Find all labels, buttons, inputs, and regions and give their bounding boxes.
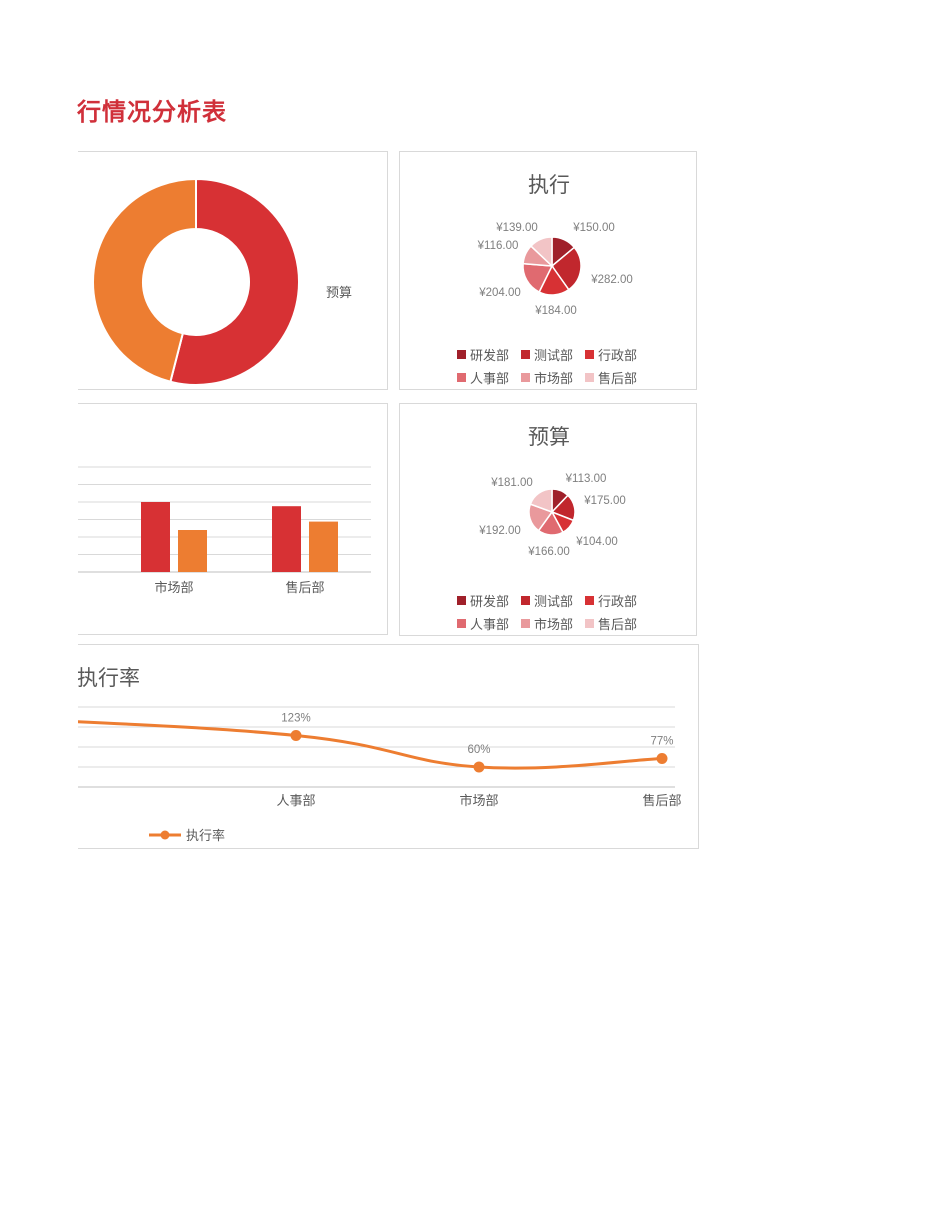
data-label: ¥166.00 bbox=[527, 546, 570, 558]
pie-slice[interactable] bbox=[550, 246, 582, 291]
legend-swatch bbox=[585, 373, 594, 382]
legend-swatch bbox=[521, 596, 530, 605]
data-point[interactable] bbox=[473, 761, 485, 773]
legend-swatch bbox=[457, 619, 466, 628]
data-label: 123% bbox=[281, 713, 310, 725]
bar[interactable] bbox=[272, 506, 301, 572]
legend-swatch bbox=[585, 350, 594, 359]
legend-marker bbox=[160, 830, 170, 840]
doughnut-slice[interactable] bbox=[169, 177, 300, 386]
budget-pie-chart: 预算 ¥113.00 ¥175.00 ¥104.00 ¥166.00 ¥192.00 ¥1… bbox=[457, 425, 637, 633]
legend-swatch bbox=[585, 596, 594, 605]
legend-item: 执行率 bbox=[186, 828, 225, 844]
x-tick-label: 人事部 bbox=[276, 794, 315, 809]
pie-slice[interactable] bbox=[529, 236, 553, 268]
data-label: ¥192.00 bbox=[478, 525, 521, 537]
legend-item: 研发部 bbox=[470, 348, 509, 364]
legend-item: 行政部 bbox=[598, 349, 637, 364]
execution-rate-line-panel[interactable]: 执行率 123% 人事部 60% 市场部 77% 售后部 执行率 bbox=[78, 644, 699, 849]
data-label: ¥181.00 bbox=[490, 477, 533, 489]
data-label: 60% bbox=[467, 744, 490, 756]
legend-item: 测试部 bbox=[534, 595, 573, 610]
chart-title: 执行率 bbox=[78, 666, 140, 690]
budget-pie-panel[interactable]: 预算 ¥113.00 ¥175.00 ¥104.00 ¥166.00 ¥192.00 ¥1… bbox=[399, 403, 697, 636]
doughnut-slice[interactable] bbox=[92, 177, 197, 383]
page-title: 行情况分析表 bbox=[77, 98, 227, 126]
chart-title: 执行 bbox=[528, 173, 570, 197]
legend-swatch bbox=[457, 596, 466, 605]
legend-swatch bbox=[521, 373, 530, 382]
series-line[interactable] bbox=[78, 717, 663, 770]
x-tick-label: 售后部 bbox=[285, 580, 324, 596]
legend-swatch bbox=[521, 350, 530, 359]
legend-item: 售后部 bbox=[598, 371, 637, 387]
x-tick-label: 市场部 bbox=[459, 793, 498, 809]
data-label: ¥116.00 bbox=[477, 240, 519, 252]
data-point[interactable] bbox=[290, 730, 302, 741]
data-label: 77% bbox=[650, 736, 673, 748]
x-tick-label: 售后部 bbox=[642, 793, 681, 809]
execution-rate-line-chart: 执行率 123% 人事部 60% 市场部 77% 售后部 执行率 bbox=[78, 666, 682, 844]
legend-item: 研发部 bbox=[470, 594, 509, 610]
legend-item: 人事部 bbox=[470, 618, 509, 633]
legend-item: 测试部 bbox=[534, 349, 573, 364]
doughnut-chart-panel[interactable]: 预算 bbox=[78, 151, 388, 390]
data-label: ¥204.00 bbox=[478, 287, 521, 299]
data-point[interactable] bbox=[656, 753, 668, 764]
execution-pie-chart: 执行 ¥150.00 ¥282.00 ¥184.00 ¥204.00 ¥116.00 ¥1… bbox=[457, 173, 637, 387]
data-label: ¥150.00 bbox=[572, 222, 615, 234]
data-label: ¥175.00 bbox=[583, 495, 626, 507]
data-label: ¥282.00 bbox=[590, 274, 633, 286]
bar[interactable] bbox=[141, 502, 170, 572]
data-label: ¥113.00 bbox=[565, 473, 607, 485]
legend-swatch bbox=[457, 350, 466, 359]
legend-item: 市场部 bbox=[534, 617, 573, 633]
legend-item: 市场部 bbox=[534, 371, 573, 387]
execution-pie-panel[interactable]: 执行 ¥150.00 ¥282.00 ¥184.00 ¥204.00 ¥116.00 ¥1… bbox=[399, 151, 697, 390]
legend-item: 售后部 bbox=[598, 617, 637, 633]
data-label: ¥139.00 bbox=[495, 222, 538, 234]
doughnut-legend-label: 预算 bbox=[326, 286, 352, 301]
bar[interactable] bbox=[309, 521, 338, 572]
bar-chart: 市场部 售后部 bbox=[78, 466, 371, 596]
bar-chart-panel[interactable]: 市场部 售后部 bbox=[78, 403, 388, 635]
bar[interactable] bbox=[178, 530, 207, 572]
legend-item: 人事部 bbox=[470, 372, 509, 387]
legend-item: 行政部 bbox=[598, 595, 637, 610]
data-label: ¥184.00 bbox=[534, 305, 577, 317]
x-tick-label: 市场部 bbox=[154, 580, 193, 596]
chart-title: 预算 bbox=[528, 425, 570, 449]
doughnut-chart: 预算 bbox=[92, 177, 352, 386]
legend-swatch bbox=[585, 619, 594, 628]
data-label: ¥104.00 bbox=[575, 536, 618, 548]
pie-slice[interactable] bbox=[529, 488, 553, 514]
legend-swatch bbox=[521, 619, 530, 628]
dashboard-area: 预算 执行 ¥150.00 ¥282.00 ¥184.00 ¥204.00 ¥116.0… bbox=[78, 140, 718, 860]
legend-swatch bbox=[457, 373, 466, 382]
